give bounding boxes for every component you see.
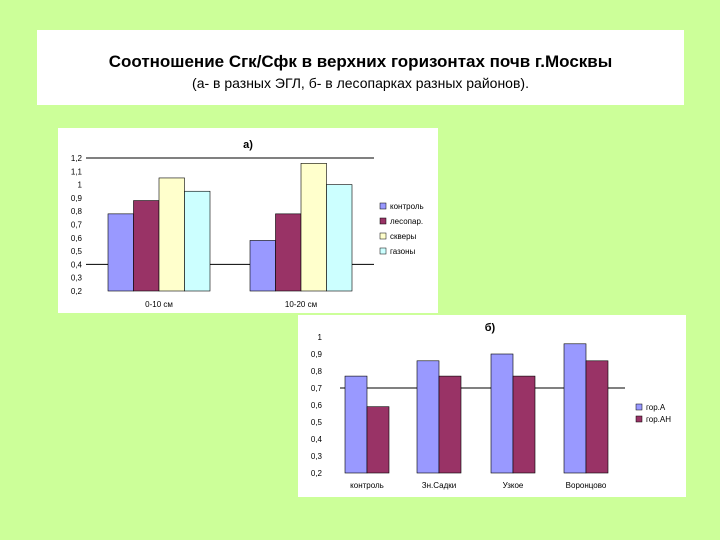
- chart-a-category-label: 10-20 см: [285, 300, 317, 309]
- page-title: Соотношение Сгк/Сфк в верхних горизонтах…: [108, 52, 613, 71]
- chart-a-legend-label: контроль: [390, 202, 424, 211]
- chart-b-ytick-label: 0,8: [311, 367, 323, 376]
- chart-b-legend-label: гор.АН: [646, 415, 671, 424]
- chart-b-bar: [438, 375, 462, 474]
- chart-a-bar: [158, 177, 185, 292]
- chart-a-ytick-label: 0,9: [71, 194, 83, 203]
- chart-b-category-label: Зн.Садки: [422, 481, 456, 490]
- chart-a-ytick-label: 0,3: [71, 274, 83, 283]
- chart-a-ytick-label: 1,1: [71, 167, 83, 176]
- chart-a-panel: а) 1,2 1,1 1 0,9 0,8 0,7 0,6 0,5 0,4 0,3 0,2 0-10 см…: [58, 128, 438, 313]
- chart-a-ytick-label: 1,2: [71, 154, 83, 163]
- chart-b-ytick-label: 0,9: [311, 350, 323, 359]
- chart-b-ytick-label: 0,3: [311, 452, 323, 461]
- chart-b-ytick-label: 0,4: [311, 435, 323, 444]
- chart-a-bar: [326, 184, 353, 292]
- title-box: Соотношение Сгк/Сфк в верхних горизонтах…: [37, 30, 684, 105]
- chart-b-bar: [490, 353, 514, 474]
- chart-b-ytick-label: 0,7: [311, 384, 323, 393]
- chart-a-legend-swatch: [379, 202, 387, 210]
- chart-b-ytick-label: 0,5: [311, 418, 323, 427]
- chart-a-bar: [133, 200, 160, 292]
- chart-a-legend-label: газоны: [390, 247, 416, 256]
- chart-b-bar: [563, 343, 587, 474]
- chart-a-title: а): [243, 139, 253, 151]
- chart-a-ytick-label: 0,6: [71, 234, 83, 243]
- chart-b-bar: [344, 375, 368, 474]
- chart-b-legend-swatch: [635, 403, 643, 411]
- chart-b-panel: б) 1 0,9 0,8 0,7 0,6 0,5 0,4 0,3 0,2 контроль Зн.Са…: [298, 315, 686, 497]
- chart-b-bar: [585, 360, 609, 474]
- chart-b-legend-swatch: [635, 415, 643, 423]
- chart-b-ytick-label: 0,6: [311, 401, 323, 410]
- chart-b-legend-label: гор.А: [646, 403, 666, 412]
- chart-b-bar: [366, 406, 390, 474]
- chart-a-bar: [275, 213, 302, 292]
- chart-a-legend-swatch: [379, 217, 387, 225]
- chart-b-category-label: Воронцово: [566, 481, 607, 490]
- chart-a-bar: [184, 190, 211, 292]
- chart-a-ytick-label: 1: [78, 181, 83, 190]
- chart-b-category-label: Узкое: [503, 481, 524, 490]
- chart-b-category-label: контроль: [350, 481, 384, 490]
- chart-a-ytick-label: 0,7: [71, 221, 83, 230]
- chart-a-legend-label: скверы: [390, 232, 417, 241]
- chart-a-legend-swatch: [379, 247, 387, 255]
- chart-a-legend-label: лесопар.: [390, 217, 423, 226]
- chart-a-ytick-label: 0,5: [71, 247, 83, 256]
- chart-b-title: б): [485, 322, 496, 334]
- chart-b: б) 1 0,9 0,8 0,7 0,6 0,5 0,4 0,3 0,2 контроль Зн.Са…: [311, 322, 671, 490]
- chart-a-ytick-label: 0,4: [71, 260, 83, 269]
- chart-a-bar: [300, 163, 327, 292]
- chart-b-bar: [512, 375, 536, 474]
- chart-b-ytick-label: 0,2: [311, 469, 323, 478]
- chart-b-bar: [416, 360, 440, 474]
- chart-a-ytick-label: 0,8: [71, 207, 83, 216]
- chart-a-ytick-label: 0,2: [71, 287, 83, 296]
- chart-a: а) 1,2 1,1 1 0,9 0,8 0,7 0,6 0,5 0,4 0,3 0,2 0-10 см…: [71, 139, 424, 309]
- page-subtitle: (а- в разных ЭГЛ, б- в лесопарках разных…: [192, 75, 529, 91]
- chart-a-category-label: 0-10 см: [145, 300, 173, 309]
- chart-a-legend-swatch: [379, 232, 387, 240]
- chart-b-ytick-label: 1: [318, 333, 323, 342]
- chart-a-bar: [249, 240, 276, 292]
- chart-a-bar: [107, 213, 134, 292]
